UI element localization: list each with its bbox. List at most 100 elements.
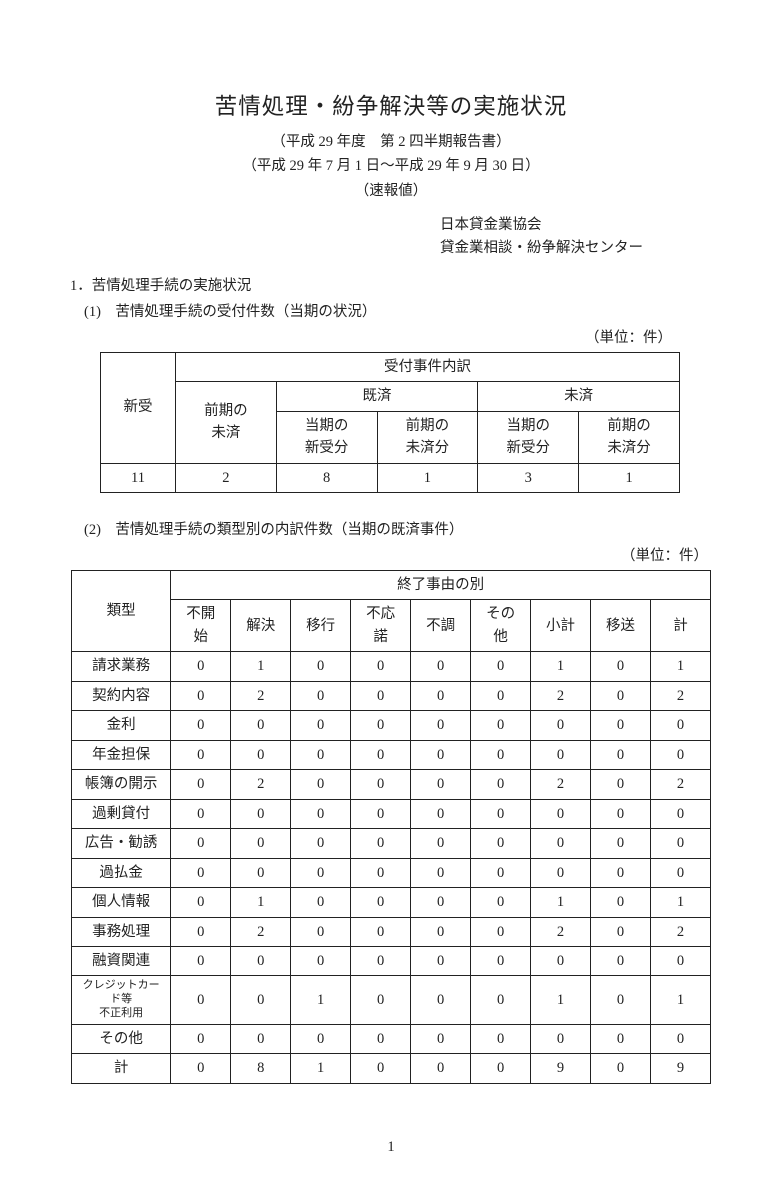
t2-cell: 0	[531, 740, 591, 769]
t1-h-unsettled-curnew: 当期の新受分	[478, 411, 579, 463]
t2-cell: 0	[471, 888, 531, 917]
t2-cell: 0	[591, 681, 651, 710]
t2-cell: 0	[591, 1024, 651, 1053]
t2-cell: 1	[291, 1054, 351, 1083]
t2-cell: 0	[411, 917, 471, 946]
t1-h-settled-prevus: 前期の未済分	[377, 411, 478, 463]
t2-cell: 0	[291, 799, 351, 828]
t2-cell: 0	[411, 976, 471, 1024]
t1-h-settled-curnew: 当期の新受分	[276, 411, 377, 463]
t1-h-prev-unsettled: 前期の未済	[175, 382, 276, 463]
t2-cell: 0	[351, 858, 411, 887]
t2-col-8: 計	[651, 600, 711, 652]
table-row: 帳簿の開示020000202	[72, 770, 711, 799]
t2-cell: 0	[651, 799, 711, 828]
t2-cell: 0	[471, 681, 531, 710]
t2-cell: 0	[351, 917, 411, 946]
t2-cell: 0	[531, 1024, 591, 1053]
t2-cell: 0	[171, 652, 231, 681]
t2-cell: 0	[651, 858, 711, 887]
t2-cell: 0	[171, 888, 231, 917]
title-sub1: （平成 29 年度 第 2 四半期報告書）	[70, 131, 712, 153]
t2-cell: 2	[231, 681, 291, 710]
t2-row-label: 請求業務	[72, 652, 171, 681]
t2-h-reason-group: 終了事由の別	[171, 570, 711, 599]
t2-cell: 0	[591, 1054, 651, 1083]
section1-head: 1．苦情処理手続の実施状況	[70, 275, 712, 297]
t2-cell: 0	[471, 1054, 531, 1083]
t2-cell: 0	[591, 652, 651, 681]
t2-cell: 2	[531, 770, 591, 799]
t2-cell: 2	[231, 917, 291, 946]
t2-cell: 0	[591, 770, 651, 799]
t2-cell: 0	[651, 1024, 711, 1053]
t2-cell: 0	[471, 858, 531, 887]
t2-cell: 2	[231, 770, 291, 799]
t2-cell: 1	[651, 888, 711, 917]
table-row: 金利000000000	[72, 711, 711, 740]
t2-cell: 0	[411, 652, 471, 681]
t2-col-7: 移送	[591, 600, 651, 652]
section1-sub1-head: (1) 苦情処理手続の受付件数（当期の状況）	[84, 301, 712, 323]
t2-cell: 2	[651, 770, 711, 799]
t2-cell: 1	[231, 888, 291, 917]
t2-cell: 0	[291, 888, 351, 917]
t2-cell: 9	[651, 1054, 711, 1083]
t2-cell: 0	[171, 1024, 231, 1053]
t2-cell: 0	[171, 976, 231, 1024]
t2-cell: 0	[591, 888, 651, 917]
t2-cell: 0	[531, 947, 591, 976]
t2-cell: 0	[171, 740, 231, 769]
t2-cell: 0	[471, 770, 531, 799]
t1-c1: 2	[175, 463, 276, 492]
t2-cell: 0	[231, 976, 291, 1024]
t2-cell: 0	[411, 799, 471, 828]
table-row: 過払金000000000	[72, 858, 711, 887]
t2-cell: 0	[351, 1024, 411, 1053]
unit-label-2: （単位：件）	[70, 545, 708, 567]
t2-cell: 0	[591, 947, 651, 976]
t2-cell: 0	[231, 829, 291, 858]
t2-cell: 2	[651, 917, 711, 946]
t2-cell: 0	[171, 858, 231, 887]
t2-row-label: 契約内容	[72, 681, 171, 710]
t2-cell: 0	[351, 1054, 411, 1083]
t2-cell: 0	[171, 829, 231, 858]
t1-h-unsettled: 未済	[478, 382, 680, 411]
t2-cell: 0	[411, 770, 471, 799]
t2-cell: 0	[351, 770, 411, 799]
t2-cell: 0	[351, 947, 411, 976]
t2-cell: 0	[171, 917, 231, 946]
t2-cell: 0	[591, 799, 651, 828]
t2-row-label: 事務処理	[72, 917, 171, 946]
table-row: 個人情報010000101	[72, 888, 711, 917]
t2-cell: 0	[291, 740, 351, 769]
t2-cell: 0	[471, 829, 531, 858]
t2-cell: 0	[591, 976, 651, 1024]
t2-cell: 0	[171, 1054, 231, 1083]
t2-row-label: 年金担保	[72, 740, 171, 769]
t2-cell: 0	[651, 740, 711, 769]
t2-cell: 0	[171, 681, 231, 710]
t1-h-unsettled-prevus: 前期の未済分	[579, 411, 680, 463]
t2-cell: 0	[291, 711, 351, 740]
t2-col-6: 小計	[531, 600, 591, 652]
t2-cell: 2	[651, 681, 711, 710]
t2-cell: 0	[291, 652, 351, 681]
table-1: 新受 受付事件内訳 前期の未済 既済 未済 当期の新受分 前期の未済分 当期の新…	[100, 352, 680, 493]
t2-col-5: その他	[471, 600, 531, 652]
t2-cell: 1	[651, 652, 711, 681]
t2-cell: 0	[231, 1024, 291, 1053]
table-row: その他000000000	[72, 1024, 711, 1053]
page-number: 1	[70, 1136, 712, 1158]
t2-cell: 0	[591, 829, 651, 858]
t1-h-new: 新受	[101, 352, 176, 463]
t1-c2: 8	[276, 463, 377, 492]
t2-cell: 0	[471, 1024, 531, 1053]
t2-cell: 0	[531, 711, 591, 740]
t2-cell: 0	[291, 917, 351, 946]
t2-cell: 0	[231, 799, 291, 828]
t2-cell: 0	[291, 858, 351, 887]
table-row: 契約内容020000202	[72, 681, 711, 710]
title-sub3: （速報値）	[70, 180, 712, 202]
